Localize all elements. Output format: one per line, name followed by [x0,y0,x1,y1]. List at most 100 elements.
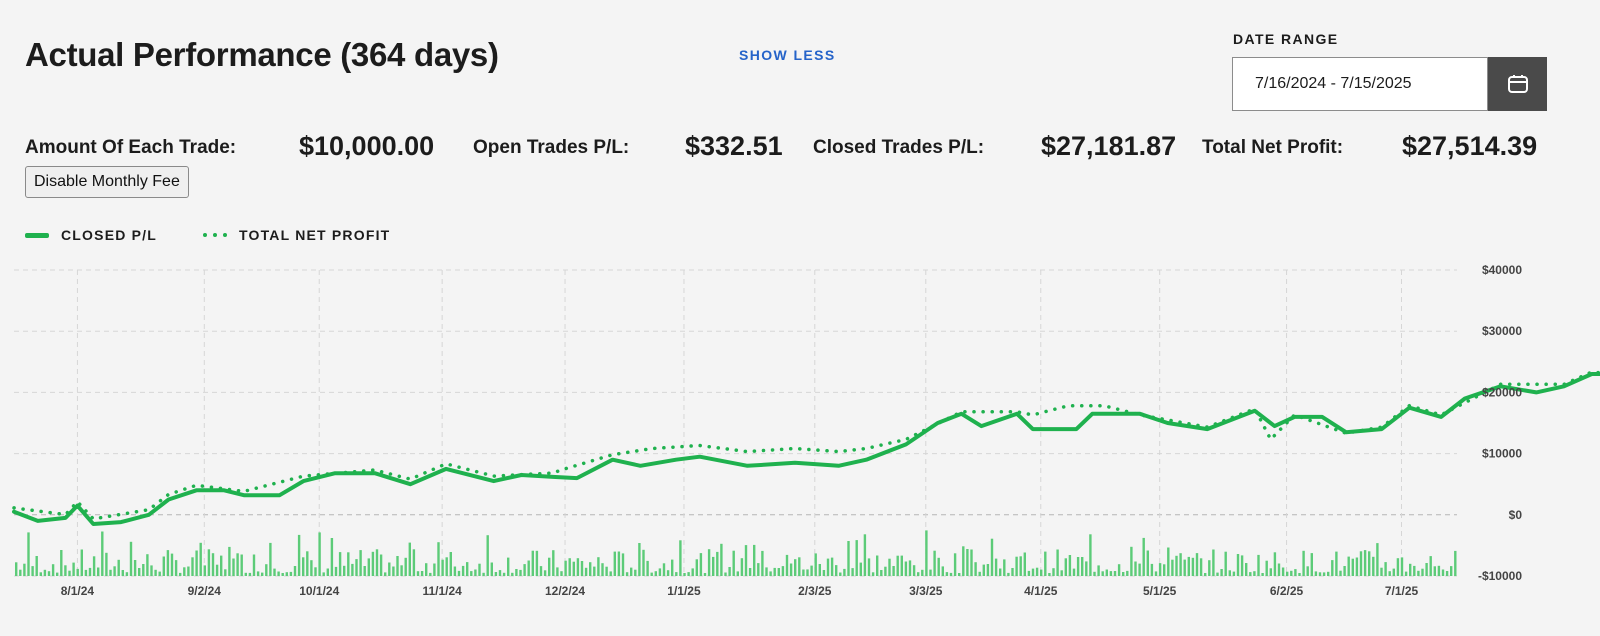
activity-bar [1429,556,1432,576]
activity-bar [753,544,756,576]
activity-bar [133,560,137,576]
activity-bar [560,571,563,576]
activity-bar [1142,537,1145,576]
y-tick-label: $0 [1509,508,1523,522]
activity-bar [679,540,682,576]
activity-bar [761,550,764,576]
activity-bar [207,549,211,576]
disable-monthly-fee-button[interactable]: Disable Monthly Fee [25,166,189,198]
activity-bar [88,567,92,576]
closed-trades-pl-label: Closed Trades P/L: [813,137,985,158]
activity-bar [1134,561,1137,576]
activity-bar [531,550,534,576]
activity-bar [556,567,559,576]
activity-bar [1175,555,1178,576]
activity-bar [716,551,719,576]
activity-bar [138,568,141,576]
activity-bar [72,562,75,576]
activity-bar [814,553,817,576]
x-tick-label: 11/1/24 [422,584,462,598]
activity-bar [1392,568,1395,576]
activity-bar [1331,560,1334,576]
activity-bar [97,567,100,576]
activity-bar [1167,547,1170,576]
activity-bar [1109,571,1113,576]
activity-bar [101,531,104,576]
activity-bar [535,550,539,576]
activity-bar [646,560,649,576]
activity-bar [125,572,129,576]
date-range-input[interactable]: 7/16/2024 - 7/15/2025 [1232,57,1488,111]
x-tick-label: 4/1/25 [1024,584,1058,598]
activity-bar [334,566,338,576]
activity-bar [1232,571,1236,576]
activity-bar [1007,572,1010,576]
activity-bar [1040,569,1043,576]
activity-bar [1199,558,1203,576]
x-tick-label: 1/1/25 [667,584,701,598]
activity-bar [1413,565,1416,576]
activity-bar [597,557,600,576]
activity-bar [273,568,276,576]
activity-bar [1269,568,1272,576]
activity-bar [662,563,666,576]
activity-bar [297,534,301,576]
activity-bar [1117,564,1121,576]
activity-bar [236,553,239,576]
activity-bar [949,572,953,576]
activity-bar [917,572,920,576]
activity-bar [453,566,457,576]
activity-bar [1404,571,1408,576]
activity-bar [1363,550,1367,576]
calendar-button[interactable] [1488,57,1547,111]
activity-bar [908,560,912,576]
legend-item-closed-pl[interactable]: CLOSED P/L [25,227,157,243]
x-tick-label: 7/1/25 [1385,584,1419,598]
activity-bar [1019,556,1022,576]
activity-bar [1347,556,1350,576]
activity-bar [1179,553,1182,576]
x-tick-label: 3/3/25 [909,584,943,598]
activity-bar [1146,550,1149,576]
activity-bar [379,554,383,576]
activity-bar [1085,561,1088,576]
activity-bar [1335,551,1338,576]
activity-bar [572,561,575,576]
activity-bar [1257,554,1260,576]
activity-bar [798,557,801,576]
activity-bar [871,572,875,576]
activity-bar [347,552,350,576]
activity-bar [941,566,944,576]
activity-bar [150,565,153,576]
activity-bar [1064,558,1067,576]
activity-bar [15,562,18,576]
activity-bar [1224,551,1227,576]
activity-bar [338,552,342,576]
legend-label-closed-pl: CLOSED P/L [61,227,158,243]
activity-bar [1396,558,1400,576]
y-tick-label: -$10000 [1478,569,1522,583]
activity-bar [830,557,834,576]
activity-bar [121,570,124,576]
amount-each-trade-label: Amount Of Each Trade: [25,137,237,158]
closed-trades-pl-value: $27,181.87 [1041,131,1177,161]
activity-bar [1220,569,1223,576]
activity-bar [256,571,260,576]
activity-bar [810,565,813,576]
activity-bar [1122,572,1125,576]
activity-bar [1023,552,1026,576]
activity-bar [265,564,268,576]
dotted-line-swatch [203,233,227,238]
activity-bar [449,552,452,576]
legend-item-total-net-profit[interactable]: TOTAL NET PROFIT [203,227,390,243]
activity-bar [744,545,748,576]
show-less-link[interactable]: SHOW LESS [739,47,836,63]
activity-bar [990,538,994,576]
activity-bar [363,566,366,576]
activity-bar [1327,571,1330,576]
activity-bar [92,556,96,576]
activity-bar [388,562,391,576]
activity-bar [1437,565,1441,576]
activity-bar [1068,555,1072,576]
activity-bar [269,542,272,576]
